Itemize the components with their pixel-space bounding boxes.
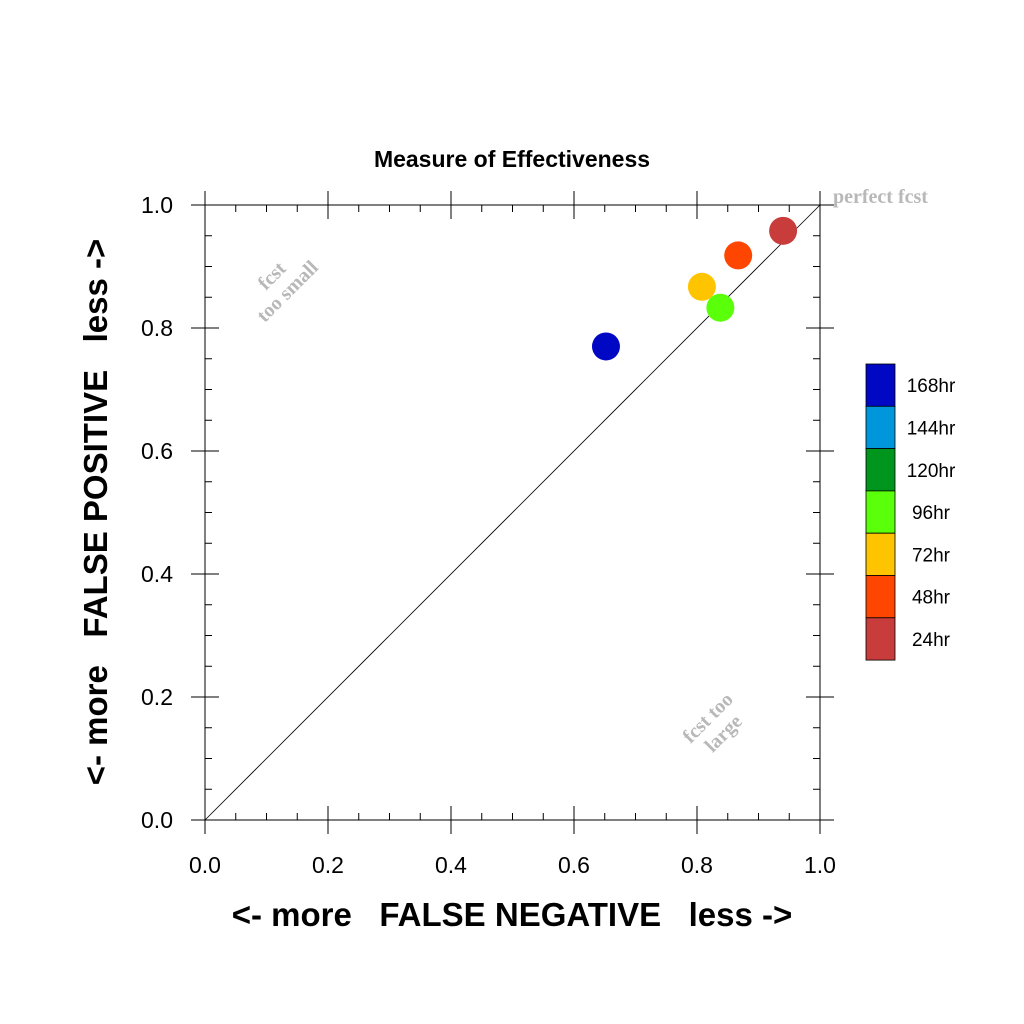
- y-tick-label: 0.8: [141, 315, 173, 341]
- perfect-fcst-annotation: perfect fcst: [833, 186, 928, 208]
- axis-ticks: [191, 191, 834, 834]
- point-48hr: [724, 241, 753, 270]
- y-tick-label: 0.2: [141, 684, 173, 710]
- legend-swatch-144hr: [865, 405, 896, 449]
- legend-swatch-24hr: [865, 617, 896, 661]
- legend-label-24hr: 24hr: [912, 630, 951, 651]
- legend-label-120hr: 120hr: [907, 461, 956, 482]
- x-tick-label: 0.0: [189, 852, 221, 878]
- svg-text:too small: too small: [253, 256, 323, 326]
- legend-label-72hr: 72hr: [912, 545, 951, 566]
- legend-swatch-72hr: [865, 532, 896, 576]
- legend-swatch-168hr: [865, 363, 896, 407]
- point-168hr: [591, 332, 620, 361]
- y-tick-label: 1.0: [141, 192, 173, 218]
- x-tick-label: 0.6: [558, 852, 590, 878]
- data-points: [591, 216, 798, 361]
- legend-label-48hr: 48hr: [912, 588, 951, 609]
- point-24hr: [769, 216, 798, 245]
- y-axis-label: <- more FALSE POSITIVE less ->: [77, 239, 114, 786]
- x-axis-label: <- more FALSE NEGATIVE less ->: [232, 896, 793, 933]
- x-tick-label: 0.8: [681, 852, 713, 878]
- fcst-too-small-annotation: fcst too small: [253, 256, 323, 326]
- tick-labels: 0.0 0.2 0.4 0.6 0.8 1.0 0.0 0.2 0.4 0.6 0.8 1.0: [141, 192, 836, 878]
- x-tick-label: 1.0: [804, 852, 836, 878]
- y-tick-label: 0.6: [141, 438, 173, 464]
- legend-label-144hr: 144hr: [907, 418, 956, 439]
- x-tick-label: 0.4: [435, 852, 467, 878]
- point-72hr: [687, 272, 716, 301]
- y-tick-label: 0.0: [141, 807, 173, 833]
- legend: 168hr 144hr 120hr 96hr 72hr 48hr 24hr: [865, 363, 956, 661]
- fcst-too-large-annotation: fcst too large: [679, 689, 747, 757]
- point-96hr: [706, 293, 735, 322]
- legend-swatch-96hr: [865, 490, 896, 534]
- y-tick-label: 0.4: [141, 561, 173, 587]
- x-tick-label: 0.2: [312, 852, 344, 878]
- legend-label-96hr: 96hr: [912, 503, 951, 524]
- legend-swatch-120hr: [865, 448, 896, 492]
- legend-label-168hr: 168hr: [907, 376, 956, 397]
- legend-swatch-48hr: [865, 575, 896, 619]
- chart-title: Measure of Effectiveness: [374, 146, 650, 172]
